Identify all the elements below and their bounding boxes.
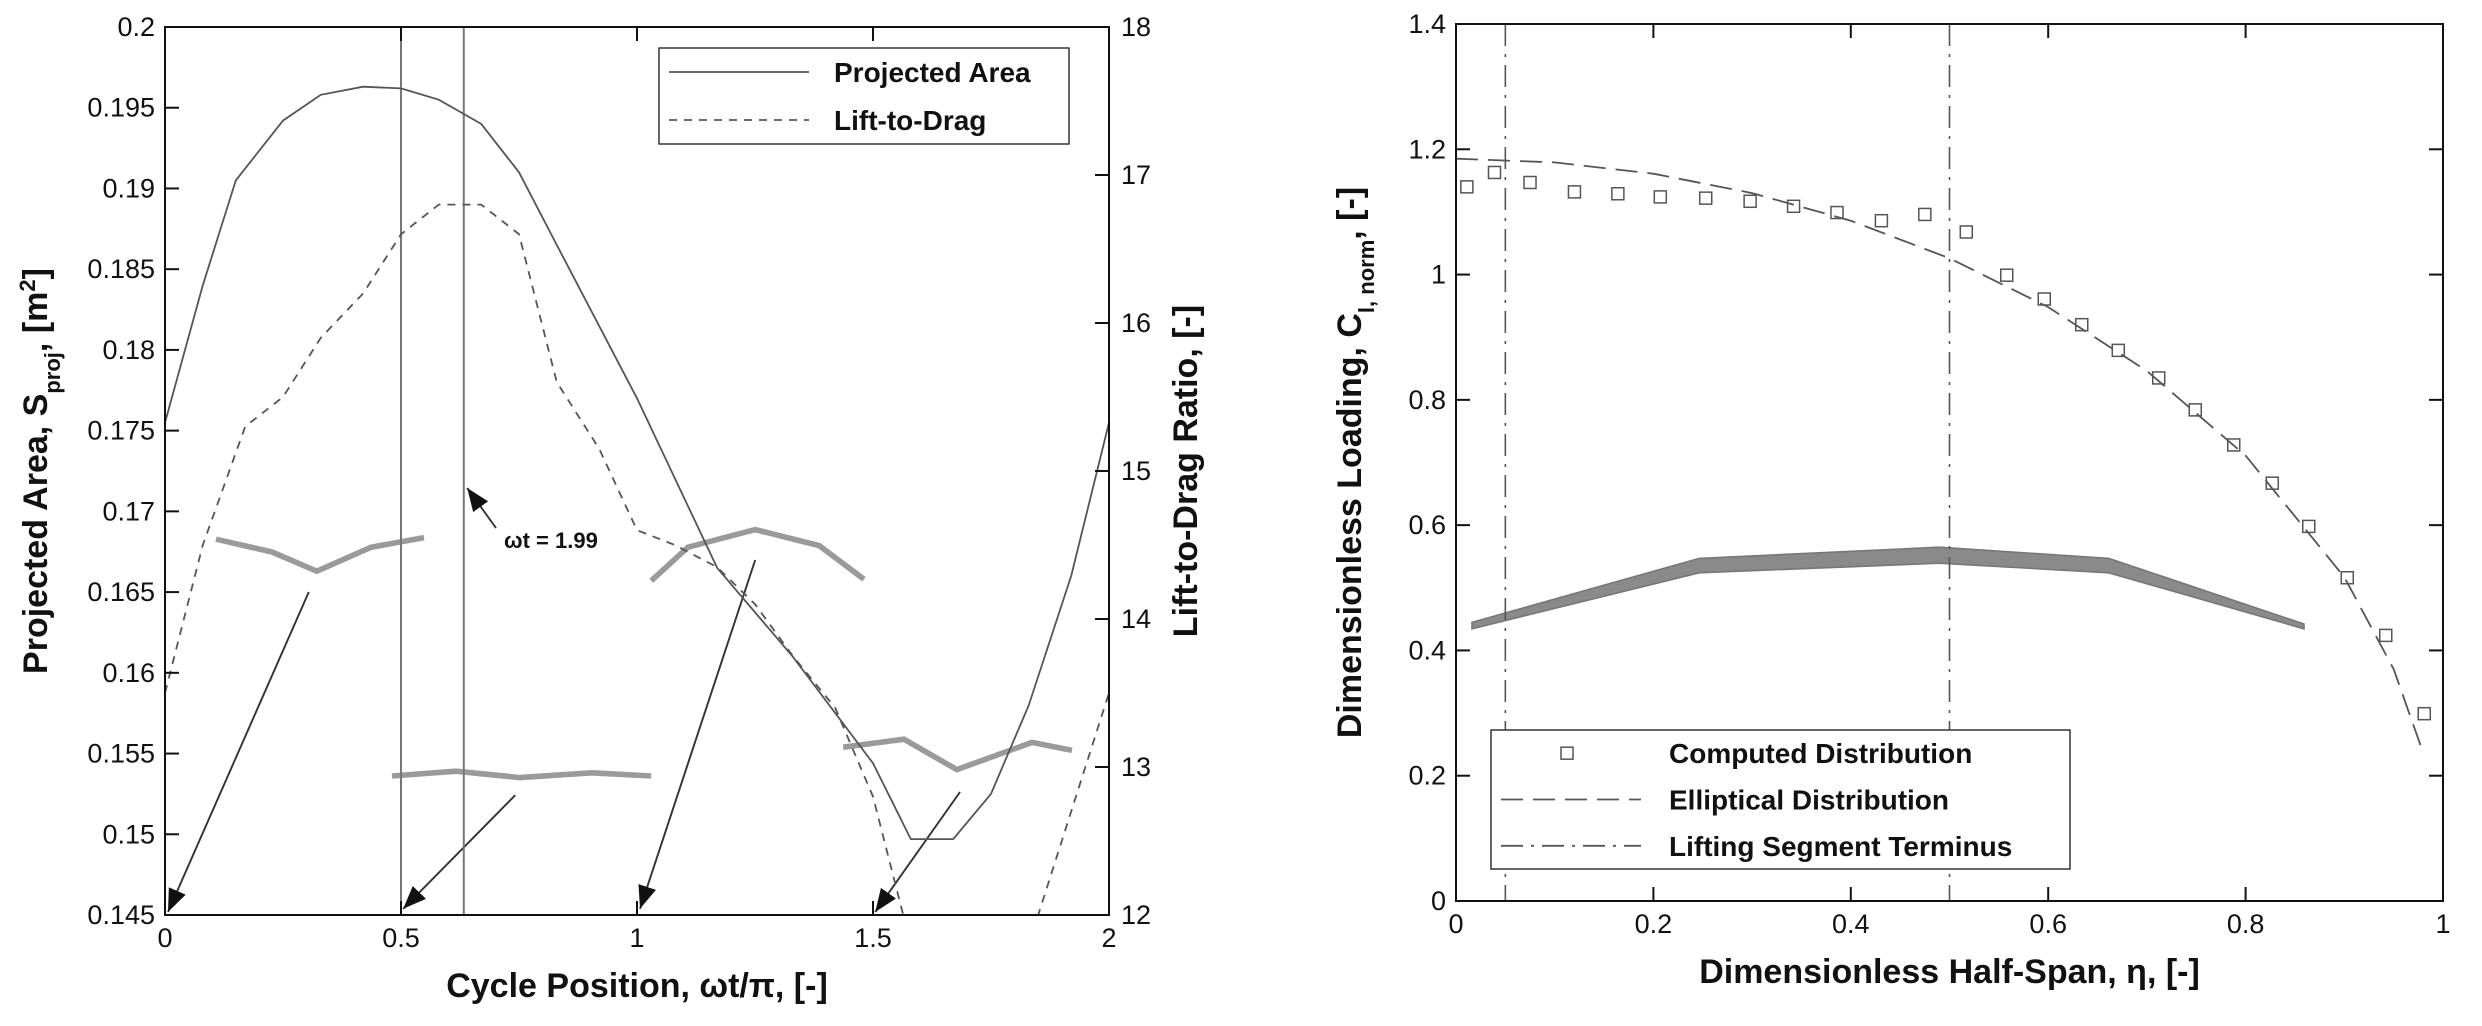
x-axis-label: Cycle Position, ωt/π, [-]: [446, 967, 828, 1005]
marker: [1567, 185, 1582, 199]
y-tick-label: 0.4: [1408, 635, 1446, 665]
x-tick-label: 1: [2435, 909, 2450, 939]
y-axis-label-part: proj: [40, 352, 65, 394]
x-tick-label: 0: [1448, 909, 1463, 939]
y-tick-label: 0.19: [102, 173, 155, 203]
x-tick-label: 0.8: [2227, 909, 2265, 939]
marker: [1830, 205, 1844, 220]
series-line: [165, 203, 1109, 915]
marker: [1959, 225, 1974, 239]
series-line: [1456, 157, 2425, 754]
y2-tick-label: 15: [1121, 456, 1151, 486]
annotation: ωt = 1.99: [504, 528, 598, 553]
y2-tick-label: 13: [1121, 752, 1151, 782]
marker: [2037, 292, 2052, 306]
legend-label: Computed Distribution: [1669, 738, 1972, 769]
marker: [2417, 706, 2431, 721]
marker: [1460, 180, 1474, 194]
y-tick-label: 1.2: [1408, 134, 1446, 164]
y-tick-label: 0.175: [87, 416, 155, 446]
y-axis-label: Projected Area, Sproj, [m2]: [15, 268, 65, 674]
y2-tick-label: 17: [1121, 160, 1151, 190]
y-axis-label-part: , [m: [17, 292, 55, 352]
marker: [1653, 190, 1668, 204]
y-axis-label-part: ]: [17, 268, 55, 279]
y-tick-label: 0.195: [87, 93, 155, 123]
marker: [2151, 371, 2166, 385]
legend-label: Elliptical Distribution: [1669, 785, 1949, 816]
x-axis-label: Dimensionless Half-Span, η, [-]: [1699, 953, 2200, 991]
marker: [1523, 175, 1537, 190]
y-tick-label: 0.145: [87, 900, 155, 930]
x-tick-label: 0.2: [1635, 909, 1673, 939]
y-tick-label: 0.2: [117, 12, 155, 42]
y-tick-label: 0.16: [102, 658, 155, 688]
legend-label: Lift-to-Drag: [834, 105, 986, 136]
legend-marker: [1560, 746, 1574, 760]
y-tick-label: 0: [1431, 886, 1446, 916]
legend-label: Projected Area: [834, 57, 1031, 88]
y2-tick-label: 18: [1121, 12, 1151, 42]
x-tick-label: 0.6: [2029, 909, 2067, 939]
legend-box: [658, 47, 1070, 145]
y-tick-label: 0.18: [102, 335, 155, 365]
marker: [1999, 268, 2014, 282]
x-tick-label: 0.4: [1832, 909, 1870, 939]
x-tick-label: 1: [629, 923, 644, 953]
marker: [2111, 343, 2126, 358]
y-tick-label: 0.165: [87, 577, 155, 607]
y-axis-label-part: 2: [15, 279, 40, 291]
plot-frame: [164, 26, 1110, 916]
y-axis-label-part: Dimensionless Loading, C: [1331, 313, 1369, 738]
legend-label: Lifting Segment Terminus: [1669, 831, 2012, 862]
y-tick-label: 0.6: [1408, 510, 1446, 540]
y-tick-label: 1: [1431, 260, 1446, 290]
y2-axis-label: Lift-to-Drag Ratio, [-]: [1167, 305, 1205, 637]
y2-tick-label: 16: [1121, 308, 1151, 338]
wing-insets: [167, 487, 2305, 913]
y-tick-label: 0.17: [102, 496, 155, 526]
marker: [2227, 438, 2241, 452]
marker: [1698, 191, 1713, 205]
plot-frame: [1455, 23, 2444, 902]
x-tick-label: 1.5: [854, 923, 892, 953]
marker: [2379, 628, 2393, 643]
marker: [1487, 165, 1502, 180]
y-tick-label: 0.8: [1408, 385, 1446, 415]
x-tick-label: 2: [1101, 923, 1116, 953]
marker: [1918, 207, 1932, 222]
plot: [165, 27, 1109, 915]
marker: [2302, 519, 2316, 534]
x-tick-label: 0.5: [382, 923, 420, 953]
marker: [1611, 187, 1625, 201]
x-tick-label: 0: [157, 923, 172, 953]
y-axis-label-part: , [-]: [1331, 187, 1369, 240]
y-axis-label-part: l, norm: [1354, 240, 1379, 313]
y-axis-label-part: Projected Area, S: [17, 394, 55, 674]
marker: [2188, 403, 2203, 417]
marker: [1786, 199, 1801, 214]
y-tick-label: 0.155: [87, 739, 155, 769]
y2-tick-label: 14: [1121, 604, 1151, 634]
plot: [1456, 24, 2431, 901]
marker: [1743, 194, 1757, 209]
series-line: [165, 85, 1109, 840]
y-tick-label: 1.4: [1408, 9, 1446, 39]
y-tick-label: 0.185: [87, 254, 155, 284]
y2-tick-label: 12: [1121, 900, 1151, 930]
marker: [1874, 213, 1889, 228]
y-tick-label: 0.15: [102, 819, 155, 849]
y-axis-label: Dimensionless Loading, Cl, norm, [-]: [1331, 187, 1379, 738]
y-tick-label: 0.2: [1408, 761, 1446, 791]
